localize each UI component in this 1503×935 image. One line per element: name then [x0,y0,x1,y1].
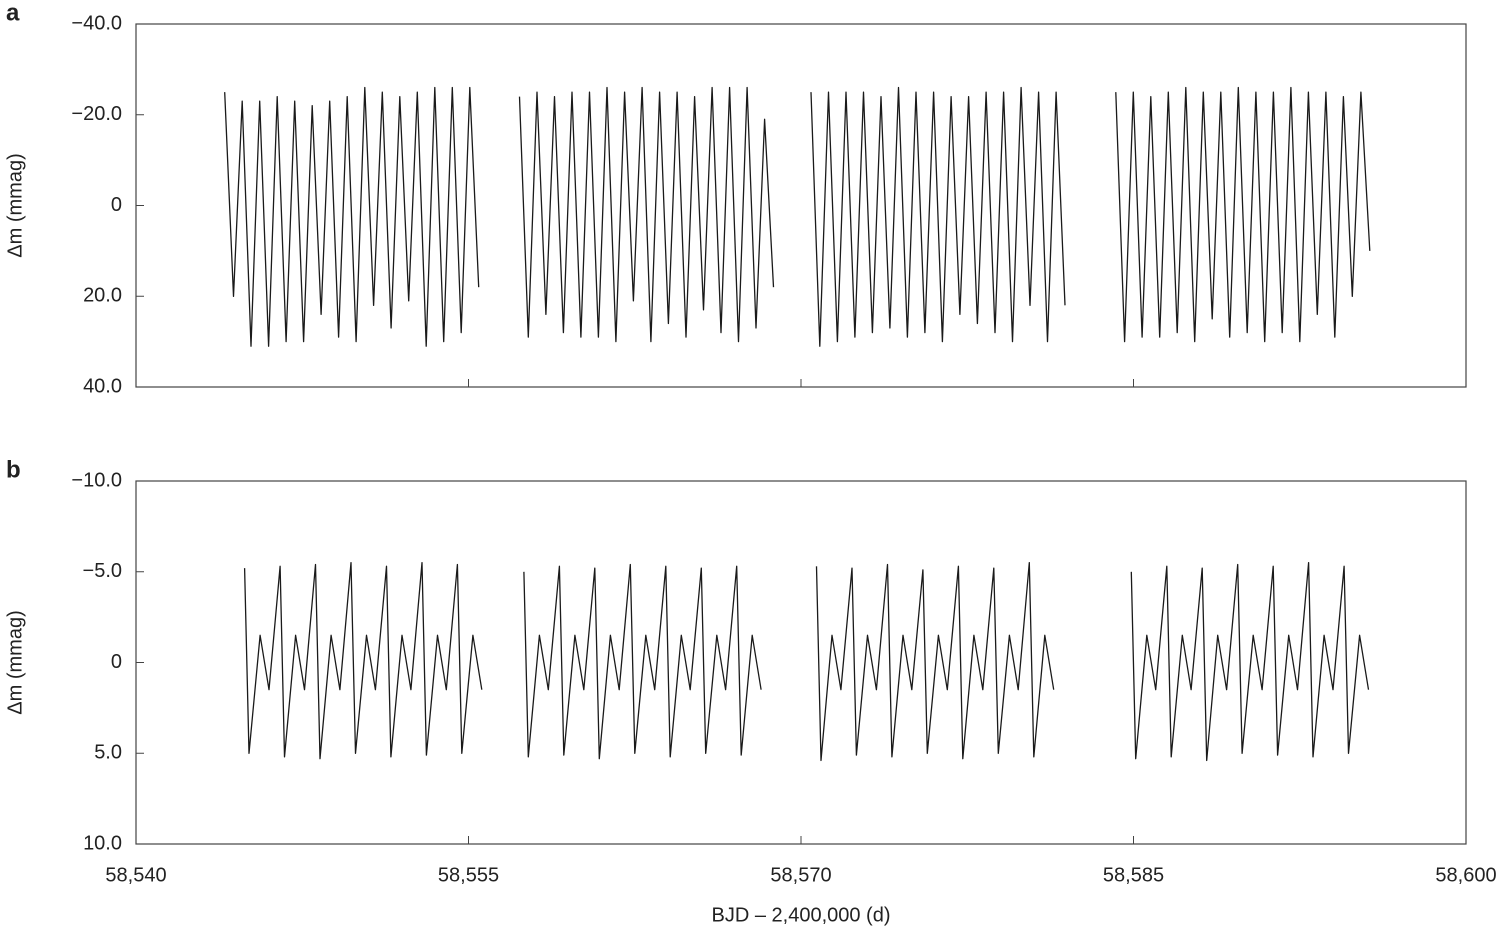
x-tick-label: 58,570 [770,864,831,886]
y-tick-label: 20.0 [83,285,122,307]
y-tick-label: 0 [111,651,122,673]
y-tick-label: 0 [111,194,122,216]
y-tick-label: −5.0 [83,560,122,582]
panel-label: a [6,0,20,26]
x-tick-label: 58,600 [1435,864,1496,886]
x-tick-label: 58,585 [1103,864,1164,886]
y-axis-label: Δm (mmag) [4,153,26,257]
panel-label: b [6,456,21,483]
y-tick-label: 10.0 [83,832,122,854]
data-line [224,86,1371,347]
x-tick-label: 58,555 [438,864,499,886]
y-tick-label: −40.0 [71,12,122,34]
x-axis-label: BJD – 2,400,000 (d) [712,904,891,926]
y-tick-label: −10.0 [71,469,122,491]
y-axis-label: Δm (mmag) [4,610,26,714]
y-tick-label: −20.0 [71,103,122,125]
data-line [243,562,1370,762]
y-tick-label: 5.0 [94,742,122,764]
y-tick-label: 40.0 [83,375,122,397]
plot-frame [135,23,1467,388]
x-tick-label: 58,540 [105,864,166,886]
